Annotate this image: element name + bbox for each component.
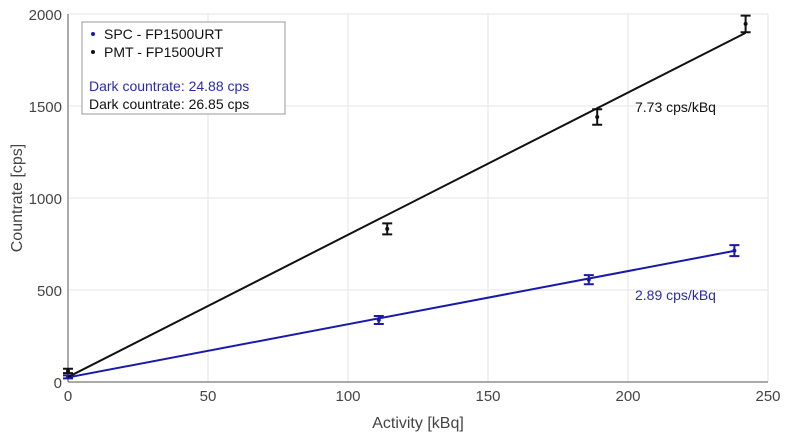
y-tick-label: 1000 (29, 191, 62, 208)
data-point-pmt (66, 368, 70, 373)
fit-line-pmt (67, 31, 747, 378)
data-point-spc (376, 317, 381, 322)
legend-marker-pmt (91, 50, 95, 54)
slope-label-pmt: 7.73 cps/kBq (635, 99, 716, 115)
x-tick-label: 0 (64, 388, 72, 405)
x-tick-label: 200 (615, 388, 640, 405)
fit-line-spc (67, 249, 735, 379)
x-tick-label: 100 (335, 388, 360, 405)
y-tick-label: 1500 (29, 99, 62, 116)
legend-label-spc: SPC - FP1500URT (104, 26, 223, 42)
legend-label-pmt: PMT - FP1500URT (104, 44, 224, 60)
y-axis-label: Countrate [cps] (9, 144, 26, 253)
y-tick-label: 500 (37, 283, 62, 300)
legend: SPC - FP1500URT PMT - FP1500URT Dark cou… (81, 21, 286, 115)
legend-marker-spc (91, 32, 95, 36)
slope-label-spc: 2.89 cps/kBq (635, 287, 716, 303)
dark-countrate-pmt: Dark countrate: 26.85 cps (89, 96, 249, 112)
dark-countrate-spc: Dark countrate: 24.88 cps (89, 78, 249, 94)
x-tick-label: 150 (475, 388, 500, 405)
data-point-pmt (743, 21, 748, 26)
y-tick-label: 0 (54, 375, 62, 392)
y-tick-label: 2000 (29, 7, 62, 24)
x-tick-label: 250 (755, 388, 780, 405)
data-point-pmt (595, 115, 600, 120)
data-point-spc (732, 248, 737, 253)
x-axis-label: Activity [kBq] (372, 415, 464, 432)
data-point-pmt (385, 226, 390, 231)
data-point-spc (586, 277, 591, 282)
x-tick-label: 50 (200, 388, 217, 405)
